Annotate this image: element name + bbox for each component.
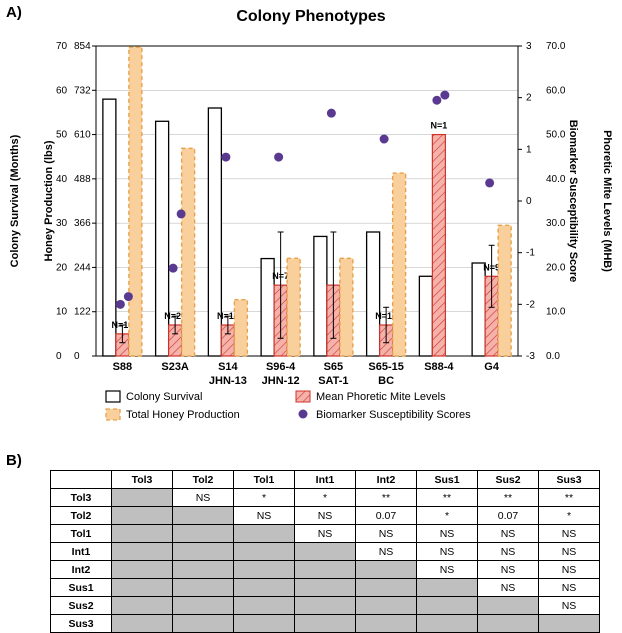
svg-text:70: 70: [56, 41, 68, 52]
svg-text:244: 244: [74, 262, 91, 273]
svg-text:Mean Phoretic Mite Levels: Mean Phoretic Mite Levels: [316, 391, 446, 403]
svg-text:70.0: 70.0: [546, 41, 566, 52]
svg-text:-2: -2: [526, 299, 535, 310]
svg-text:BC: BC: [378, 375, 394, 387]
svg-text:N=1: N=1: [430, 121, 447, 131]
svg-text:Total Honey Production: Total Honey Production: [126, 409, 240, 421]
svg-text:-1: -1: [526, 248, 535, 259]
svg-text:SAT-1: SAT-1: [318, 375, 348, 387]
svg-text:S23A: S23A: [161, 361, 189, 373]
svg-text:10: 10: [56, 307, 68, 318]
svg-text:366: 366: [74, 218, 91, 229]
svg-text:0: 0: [526, 196, 532, 207]
svg-text:50.0: 50.0: [546, 130, 566, 141]
svg-text:0: 0: [56, 351, 62, 362]
svg-text:-3: -3: [526, 351, 535, 362]
svg-text:20.0: 20.0: [546, 262, 566, 273]
svg-text:854: 854: [74, 41, 91, 52]
svg-text:488: 488: [74, 174, 91, 185]
svg-text:40: 40: [56, 174, 68, 185]
svg-text:S65-15: S65-15: [368, 361, 403, 373]
svg-text:40.0: 40.0: [546, 174, 566, 185]
svg-text:30: 30: [56, 218, 68, 229]
colony-phenotypes-chart: 0102030405060700122244366488610732854-3-…: [0, 0, 622, 450]
svg-text:1: 1: [526, 144, 532, 155]
svg-text:S96-4: S96-4: [266, 361, 296, 373]
svg-text:S88-4: S88-4: [424, 361, 454, 373]
svg-text:3: 3: [526, 41, 532, 52]
svg-text:0: 0: [74, 351, 80, 362]
svg-text:122: 122: [74, 307, 91, 318]
svg-text:60.0: 60.0: [546, 85, 566, 96]
svg-text:S14: S14: [218, 361, 238, 373]
svg-text:Phoretic Mite Levels (MHB): Phoretic Mite Levels (MHB): [601, 130, 613, 272]
svg-text:Colony Survival: Colony Survival: [126, 391, 202, 403]
svg-text:50: 50: [56, 130, 68, 141]
panel-b-label: B): [6, 452, 22, 469]
svg-text:JHN-12: JHN-12: [262, 375, 300, 387]
svg-text:Biomarker Susceptibility Score: Biomarker Susceptibility Scores: [316, 409, 471, 421]
svg-text:G4: G4: [484, 361, 500, 373]
svg-text:0.0: 0.0: [546, 351, 560, 362]
svg-text:30.0: 30.0: [546, 218, 566, 229]
svg-text:JHN-13: JHN-13: [209, 375, 247, 387]
svg-text:S88: S88: [113, 361, 133, 373]
svg-text:60: 60: [56, 85, 68, 96]
svg-text:2: 2: [526, 93, 532, 104]
significance-table: Tol3Tol2Tol1Int1Int2Sus1Sus2Sus3Tol3NS**…: [50, 470, 600, 633]
svg-text:Colony Survival (Months): Colony Survival (Months): [9, 134, 21, 267]
svg-text:20: 20: [56, 262, 68, 273]
svg-text:610: 610: [74, 130, 91, 141]
svg-text:732: 732: [74, 85, 91, 96]
svg-text:10.0: 10.0: [546, 307, 566, 318]
svg-text:S65: S65: [324, 361, 344, 373]
svg-text:Honey Production (lbs): Honey Production (lbs): [43, 140, 55, 261]
svg-text:Biomarker Susceptibility Score: Biomarker Susceptibility Score: [567, 120, 579, 283]
